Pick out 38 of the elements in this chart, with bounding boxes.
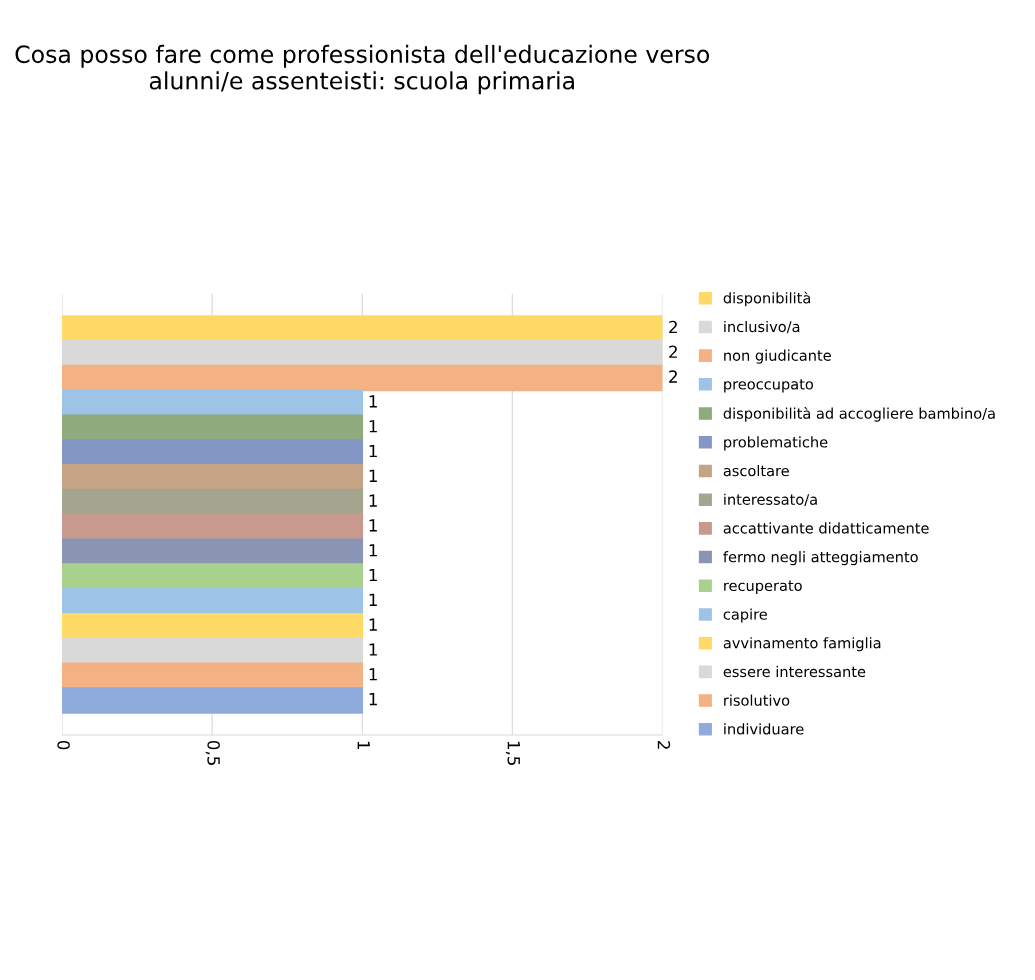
data-label: 1 [369,593,377,606]
legend-label: fermo negli atteggiamento [723,551,918,566]
data-label: 1 [369,568,377,582]
x-tick-label: 0 [57,740,70,750]
legend-label: disponibilità ad accogliere bambino/a [723,407,995,422]
legend-label: preoccupato [724,379,814,393]
legend-label: ascoltare [723,464,789,477]
legend-label: inclusivo/a [724,320,800,334]
legend-label: capire [723,608,767,623]
data-label: 1 [369,469,377,482]
legend-label: accattivante didatticamente [723,522,929,534]
data-label: 1 [369,544,377,557]
data-label: 1 [369,420,377,433]
data-label: 1 [369,519,377,532]
legend-label: disponibilità [723,291,810,307]
legend-label: non giudicante [724,349,831,364]
legend-label: recuperato [724,580,802,594]
data-label: 2 [669,345,677,358]
x-tick-label: 0,5 [205,740,220,765]
chart-title: Cosa posso fare come professionista dell'educazione verso alunni/e assenteisti: scuola primaria [15,44,710,95]
data-label: 1 [369,395,377,408]
data-label: 1 [369,494,377,507]
legend-label: risolutivo [724,694,790,706]
x-tick-label: 2 [657,741,671,749]
data-label: 1 [369,618,377,631]
legend-label: interessato/a [724,493,817,507]
legend-label: problematiche [724,436,828,451]
x-tick-label: 1 [357,741,370,749]
x-tick-label: 1,5 [505,741,520,765]
data-label: 1 [369,444,377,458]
data-label: 1 [369,692,377,706]
data-label: 1 [369,643,377,656]
data-label: 2 [669,370,677,383]
legend-label: essere interessante [723,665,866,678]
legend-label: avvinamento famiglia [723,637,881,652]
data-label: 2 [669,320,677,334]
legend-label: individuare [724,723,804,735]
data-label: 1 [369,668,377,681]
